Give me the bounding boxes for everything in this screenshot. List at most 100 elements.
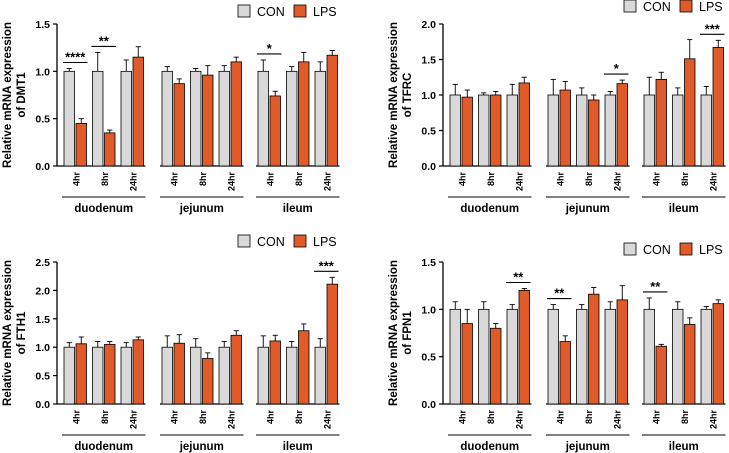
group-label-jejunum: jejunum	[179, 203, 224, 215]
bar-lps-jejunum-4hr	[559, 341, 571, 405]
legend-swatch-lps	[293, 4, 307, 18]
bar-con-duodenum-8hr	[478, 94, 490, 167]
y-axis-label-line2: of FPN1	[402, 311, 414, 355]
y-tick-label: 1.0	[421, 304, 436, 316]
y-tick-label: 2.0	[421, 19, 436, 31]
significance-label: ***	[319, 258, 335, 273]
y-tick-label: 0.0	[35, 161, 50, 173]
legend-label-con: CON	[257, 5, 285, 19]
y-axis-label: Relative mRNA expression of FPN1	[388, 260, 414, 406]
bar-lps-duodenum-8hr	[104, 132, 116, 167]
bar-con-ileum-8hr	[286, 70, 298, 167]
significance-label: **	[99, 33, 110, 48]
y-tick-label: 0.0	[421, 399, 436, 411]
legend: CON LPS	[623, 242, 723, 257]
x-tick-label: 24hr	[129, 410, 139, 430]
x-tick-label: 24hr	[515, 410, 525, 430]
y-tick-label: 2.5	[35, 257, 50, 269]
significance-label: *	[267, 41, 273, 56]
bar-con-jejunum-8hr	[190, 346, 202, 405]
significance-label: ***	[705, 21, 721, 36]
bar-lps-jejunum-8hr	[588, 293, 600, 405]
bar-lps-jejunum-4hr	[173, 83, 185, 167]
x-tick-label: 24hr	[709, 172, 719, 192]
x-tick-label: 8hr	[680, 172, 690, 187]
bar-con-duodenum-4hr	[449, 308, 461, 405]
bar-lps-duodenum-24hr	[518, 289, 530, 405]
bar-lps-ileum-4hr	[655, 78, 667, 167]
x-tick-label: 8hr	[584, 172, 594, 187]
bar-con-jejunum-8hr	[576, 94, 588, 167]
x-tick-label: 4hr	[170, 410, 180, 425]
x-tick-label: 24hr	[323, 172, 333, 192]
x-tick-label: 8hr	[100, 410, 110, 425]
x-tick-label: 24hr	[129, 172, 139, 192]
bar-lps-ileum-8hr	[684, 324, 696, 405]
bar-lps-jejunum-24hr	[616, 83, 628, 167]
x-tick-label: 4hr	[266, 172, 276, 187]
chart-panel-fth1: 0.0 0.5 1.0 1.5 2.0 2.5 Relative mRNA expressi…	[2, 234, 340, 453]
bar-lps-duodenum-8hr	[104, 343, 116, 405]
bar-con-jejunum-8hr	[190, 70, 202, 167]
group-label-ileum: ileum	[669, 203, 699, 215]
bar-con-ileum-24hr	[314, 346, 326, 405]
chart-panel-fpn1: 0.0 0.5 1.0 1.5 Relative mRNA expression of F…	[388, 242, 726, 453]
bar-lps-jejunum-8hr	[202, 358, 214, 405]
y-tick-label: 0.5	[35, 371, 50, 383]
y-tick-label: 0.5	[35, 114, 50, 126]
y-axis-label-line1: Relative mRNA expression	[2, 260, 14, 406]
x-tick-label: 4hr	[458, 410, 468, 425]
y-axis-label: Relative mRNA expression of DMT1	[2, 22, 28, 168]
x-tick-label: 8hr	[294, 172, 304, 187]
x-tick-label: 8hr	[486, 410, 496, 425]
y-tick-label: 0.0	[421, 161, 436, 173]
x-tick-label: 4hr	[266, 410, 276, 425]
bar-con-ileum-4hr	[257, 346, 269, 405]
bar-lps-duodenum-4hr	[461, 323, 473, 405]
y-axis-label: Relative mRNA expression of TFRC	[388, 22, 414, 168]
y-axis-label-line1: Relative mRNA expression	[388, 260, 400, 406]
legend-label-lps: LPS	[699, 0, 723, 14]
x-tick-label: 8hr	[294, 410, 304, 425]
y-axis-label-line1: Relative mRNA expression	[2, 22, 14, 168]
bar-con-duodenum-8hr	[92, 70, 104, 167]
legend-label-lps: LPS	[313, 5, 337, 19]
bar-con-jejunum-4hr	[547, 94, 559, 167]
y-axis-label-line2: of TFRC	[402, 73, 414, 118]
bar-lps-jejunum-24hr	[230, 61, 242, 167]
group-label-ileum: ileum	[669, 441, 699, 453]
bar-con-ileum-4hr	[257, 70, 269, 167]
x-tick-label: 8hr	[198, 410, 208, 425]
bar-con-jejunum-4hr	[547, 308, 559, 405]
bar-lps-jejunum-8hr	[202, 74, 214, 167]
bar-con-duodenum-4hr	[63, 70, 75, 167]
bar-lps-ileum-24hr	[712, 47, 724, 167]
bar-con-duodenum-4hr	[449, 94, 461, 167]
bar-lps-ileum-8hr	[298, 330, 310, 405]
x-tick-label: 24hr	[709, 410, 719, 430]
group-label-duodenum: duodenum	[74, 441, 133, 453]
x-tick-label: 24hr	[515, 172, 525, 192]
bar-con-ileum-24hr	[314, 70, 326, 167]
group-label-duodenum: duodenum	[460, 203, 519, 215]
x-tick-label: 8hr	[100, 172, 110, 187]
bar-con-jejunum-24hr	[604, 94, 616, 167]
group-label-jejunum: jejunum	[565, 203, 610, 215]
y-tick-label: 1.0	[35, 342, 50, 354]
bar-lps-ileum-4hr	[269, 340, 281, 405]
y-axis-label-line1: Relative mRNA expression	[388, 22, 400, 168]
bar-con-duodenum-4hr	[63, 346, 75, 405]
group-label-ileum: ileum	[283, 441, 313, 453]
x-tick-label: 4hr	[458, 172, 468, 187]
x-tick-label: 4hr	[556, 172, 566, 187]
y-tick-label: 2.0	[35, 285, 50, 297]
legend: CON LPS	[237, 234, 337, 249]
x-tick-label: 4hr	[170, 172, 180, 187]
x-tick-label: 8hr	[680, 410, 690, 425]
legend-swatch-lps	[293, 234, 307, 248]
significance-label: **	[650, 279, 661, 294]
bar-con-jejunum-4hr	[161, 70, 173, 167]
y-tick-label: 1.0	[421, 90, 436, 102]
y-tick-label: 0.5	[421, 352, 436, 364]
bar-con-ileum-24hr	[700, 308, 712, 405]
